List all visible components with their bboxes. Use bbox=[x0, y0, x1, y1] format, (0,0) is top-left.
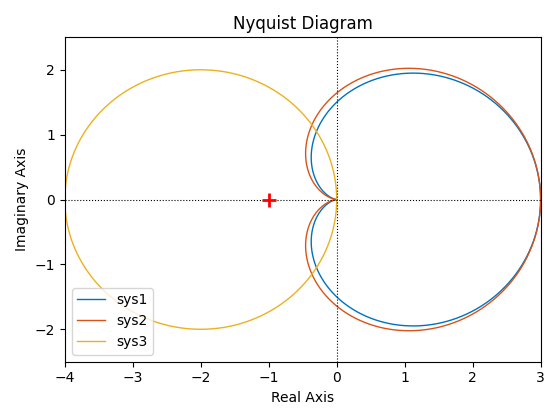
sys1 bbox=[314, 179, 320, 184]
sys2 bbox=[537, 194, 544, 199]
sys1 bbox=[410, 323, 417, 328]
Line: sys2: sys2 bbox=[306, 68, 540, 331]
sys2 bbox=[319, 190, 326, 195]
sys3 bbox=[62, 197, 68, 202]
sys2 bbox=[333, 197, 340, 202]
Legend: sys1, sys2, sys3: sys1, sys2, sys3 bbox=[72, 288, 153, 355]
sys2 bbox=[309, 273, 316, 278]
sys2 bbox=[405, 328, 412, 333]
sys1 bbox=[333, 197, 340, 202]
sys3 bbox=[62, 197, 68, 202]
sys2 bbox=[537, 197, 544, 202]
sys3 bbox=[297, 285, 304, 290]
sys1 bbox=[537, 197, 544, 202]
sys2 bbox=[333, 197, 340, 202]
Y-axis label: Imaginary Axis: Imaginary Axis bbox=[15, 148, 29, 251]
sys1 bbox=[335, 296, 342, 301]
sys1 bbox=[537, 195, 544, 200]
sys1 bbox=[537, 197, 544, 202]
sys2 bbox=[405, 66, 412, 71]
sys2 bbox=[333, 197, 340, 202]
sys3 bbox=[333, 197, 340, 202]
sys1 bbox=[410, 71, 417, 76]
X-axis label: Real Axis: Real Axis bbox=[271, 391, 334, 405]
sys3 bbox=[62, 199, 68, 204]
sys2 bbox=[537, 197, 544, 202]
sys1 bbox=[333, 197, 340, 202]
Line: sys3: sys3 bbox=[65, 70, 337, 329]
sys3 bbox=[197, 327, 204, 332]
Title: Nyquist Diagram: Nyquist Diagram bbox=[233, 15, 372, 33]
sys3 bbox=[333, 210, 339, 215]
sys3 bbox=[333, 202, 340, 207]
sys3 bbox=[197, 67, 204, 72]
Line: sys1: sys1 bbox=[311, 73, 540, 326]
sys3 bbox=[194, 67, 201, 72]
sys1 bbox=[333, 197, 339, 202]
